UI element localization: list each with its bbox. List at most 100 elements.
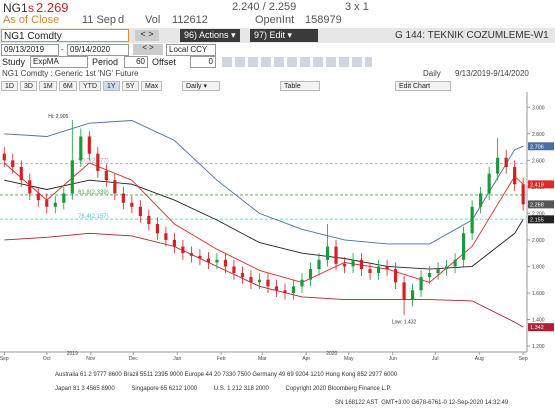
candle-body <box>385 266 389 270</box>
security-input[interactable]: NG1 Comdty <box>1 29 129 42</box>
currency[interactable]: Local CCY <box>166 44 216 56</box>
x-tick-label: Sep <box>0 356 9 362</box>
x-tick-label: Feb <box>217 356 226 362</box>
candle-body <box>79 136 83 161</box>
candle-body <box>130 202 134 207</box>
candle-body <box>19 166 23 181</box>
date-dash: - <box>61 45 64 54</box>
candle-body <box>291 286 296 293</box>
x-tick-label: Aug <box>475 356 484 362</box>
candle-body <box>266 279 270 287</box>
last-value-label: 2.268 <box>530 202 544 208</box>
y-tick-label: 2.000 <box>532 238 545 244</box>
period[interactable]: 60 <box>124 56 148 68</box>
nav-arrows[interactable]: < > <box>135 30 159 41</box>
candle-body <box>96 153 100 171</box>
offset[interactable]: 0 <box>190 56 216 68</box>
date: 11 Sep <box>82 14 117 26</box>
candle-body <box>334 246 338 264</box>
candle-body <box>164 233 168 240</box>
x-tick-label: Jul <box>432 356 438 362</box>
candle-body <box>147 216 151 224</box>
x-tick-label: Dec <box>129 356 138 362</box>
period-tab[interactable]: 1M <box>39 81 57 91</box>
last-value-label: 2.706 <box>530 144 544 150</box>
annotation: Hi: 2.905 <box>48 114 68 120</box>
period-tab[interactable]: 1Y <box>103 81 120 91</box>
range: 9/13/2019-9/14/2020 <box>455 69 529 78</box>
y-tick-label: 1.600 <box>532 291 545 297</box>
candle-body <box>36 193 40 201</box>
candle-body <box>87 136 91 154</box>
last-value-label: 1.342 <box>530 325 544 331</box>
candle-body <box>121 193 125 203</box>
edit-menu[interactable]: 97) Edit ▾ <box>250 29 318 42</box>
last-value-label: 2.155 <box>530 217 544 223</box>
candle-body <box>155 224 159 234</box>
last-value-box <box>528 323 554 332</box>
period-tab[interactable]: 1D <box>1 81 18 91</box>
candle-body <box>62 193 66 203</box>
candle-body <box>479 193 483 207</box>
oi-label: OpenInt <box>255 14 295 26</box>
price: 2.269 <box>36 0 69 15</box>
footer-line: Australia 61 2 9777 8600 Brazil 5511 239… <box>55 372 398 378</box>
description: NG1 Comdty : Generic 1st 'NG' Future <box>2 69 139 78</box>
period-tab[interactable]: YTD <box>79 81 101 91</box>
candle-body <box>104 170 108 181</box>
footer: Australia 61 2 9777 8600 Brazil 5511 239… <box>55 365 508 414</box>
study[interactable]: ExpMA <box>30 56 88 68</box>
candle-body <box>470 206 474 234</box>
year-label: 2019 <box>67 351 78 357</box>
candle-body <box>453 259 457 267</box>
end-date[interactable]: 09/14/2020 <box>67 44 129 56</box>
candle-body <box>53 202 57 207</box>
candle-body <box>45 200 49 207</box>
y-tick-label: 2.800 <box>532 132 545 138</box>
x-tick-label: Mar <box>258 356 267 362</box>
size: 3 x 1 <box>345 1 369 13</box>
candle-body <box>283 290 287 293</box>
plot-area <box>0 92 526 352</box>
side: s <box>28 1 34 15</box>
frequency-menu[interactable]: Daily ▾ <box>182 81 220 91</box>
candle-body <box>232 266 236 274</box>
candle-body <box>317 259 321 270</box>
level-label: 76.4(2.157) <box>78 214 109 220</box>
candle-body <box>215 259 219 263</box>
tool-icons[interactable] <box>222 57 372 67</box>
overlay-line <box>4 179 524 270</box>
y-tick-label: 1.400 <box>532 317 545 323</box>
y-tick-label: 1.200 <box>532 344 545 350</box>
start-date[interactable]: 09/13/2019 <box>1 44 59 56</box>
candle-body <box>410 290 415 300</box>
candle-body <box>462 233 466 260</box>
year-label: 2020 <box>326 351 337 357</box>
period-tab[interactable]: 3D <box>20 81 37 91</box>
candle-body <box>113 180 117 194</box>
period-tab[interactable]: 6M <box>59 81 77 91</box>
period-tab[interactable]: 5Y <box>122 81 139 91</box>
bid-ask: 2.240 / 2.259 <box>232 1 297 13</box>
candle-body <box>445 266 449 270</box>
edit-chart-button[interactable]: Edit Chart <box>395 81 451 91</box>
candle-body <box>393 269 398 283</box>
vol: 112612 <box>172 14 208 26</box>
period-label: Period <box>92 57 119 67</box>
candle-body <box>11 160 15 167</box>
period-tab[interactable]: Max <box>141 81 163 91</box>
table-button[interactable]: Table <box>280 81 320 91</box>
candle-body <box>521 184 525 205</box>
candle-body <box>28 180 32 194</box>
actions-menu[interactable]: 96) Actions ▾ <box>180 29 240 42</box>
date-arrows[interactable]: < > <box>133 44 163 55</box>
last-value-box <box>528 200 554 209</box>
last-value-box <box>528 142 554 151</box>
candle-body <box>249 277 253 283</box>
candle-body <box>300 279 304 287</box>
x-tick-label: May <box>344 356 354 362</box>
last-value-box <box>528 215 554 224</box>
footer-line: Japan 81 3 4565 8900 Singapore 65 6212 1… <box>55 386 392 392</box>
overlay-line <box>4 232 524 328</box>
